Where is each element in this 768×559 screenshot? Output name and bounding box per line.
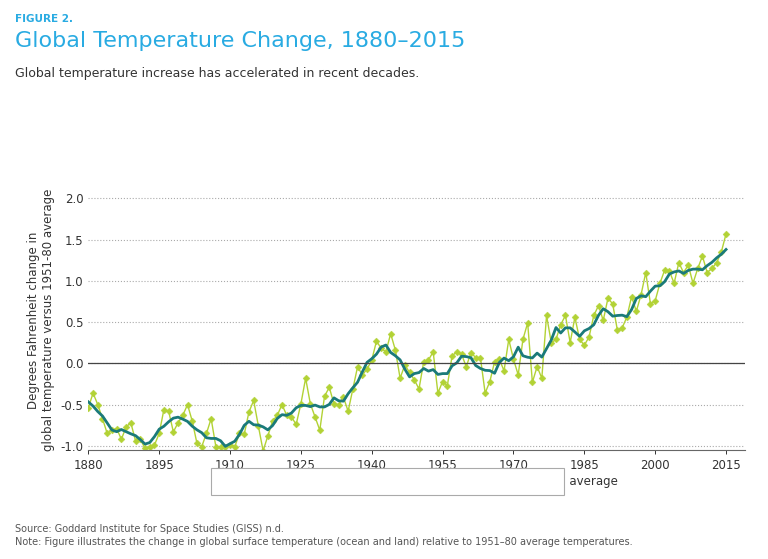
- Text: Five-year running average: Five-year running average: [462, 475, 618, 488]
- Text: Global Temperature Change, 1880–2015: Global Temperature Change, 1880–2015: [15, 31, 465, 51]
- Text: Note: Figure illustrates the change in global surface temperature (ocean and lan: Note: Figure illustrates the change in g…: [15, 537, 633, 547]
- Text: Global temperature increase has accelerated in recent decades.: Global temperature increase has accelera…: [15, 67, 419, 80]
- Text: FIGURE 2.: FIGURE 2.: [15, 14, 74, 24]
- Y-axis label: Degrees Fahrenheit change in
global temperature versus 1951-80 average: Degrees Fahrenheit change in global temp…: [27, 189, 55, 451]
- Text: Annual average: Annual average: [293, 475, 387, 488]
- Text: Source: Goddard Institute for Space Studies (GISS) n.d.: Source: Goddard Institute for Space Stud…: [15, 524, 284, 534]
